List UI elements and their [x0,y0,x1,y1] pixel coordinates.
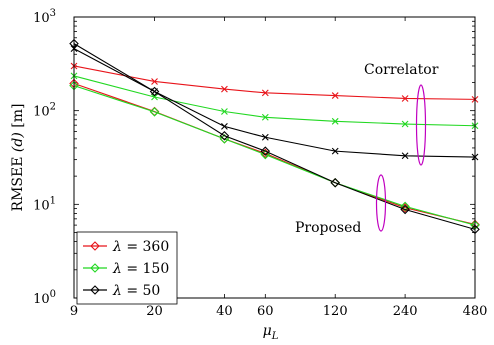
data-point-diamond [400,202,410,213]
x-axis-label: μL [263,323,279,342]
y-tick-label: 100 [33,289,56,307]
legend-label: λ = 50 [112,283,160,299]
data-point-diamond [400,201,410,212]
data-point-x [221,108,228,115]
data-point-x [331,147,339,155]
data-point-diamond [260,146,271,156]
x-tick-label: 20 [146,304,163,319]
data-point-diamond [330,177,340,188]
series-line [73,82,476,225]
series-layer [69,38,480,235]
legend: λ = 360 λ = 150 λ = 50 [76,231,178,305]
y-axis-label: RMSEE (d) [m] [10,104,26,212]
y-tick-label: 101 [33,195,56,213]
proposed-ellipse [375,174,387,232]
plot-frame [73,16,476,299]
data-point-x [221,122,228,130]
legend-marker-diamond [90,285,100,295]
data-point-x [331,117,339,125]
legend-entry: λ = 50 [83,283,160,299]
legend-entry: λ = 360 [83,239,169,255]
x-tick-label: 480 [463,304,488,319]
series-line [73,43,476,230]
y-tick-labels: 100 101 102 103 [33,8,56,307]
data-point-x [401,152,409,160]
x-tick-label: 60 [257,304,274,319]
y-tick-label: 102 [33,102,56,120]
data-point-x [261,89,269,97]
correlator-annotation: Correlator [364,62,439,78]
data-point-diamond [149,86,160,97]
x-tick-label: 120 [323,304,348,319]
legend-marker-diamond [90,263,100,273]
x-tick-label: 40 [216,304,233,319]
y-tick-label: 103 [33,8,56,26]
data-point-x [151,78,158,85]
data-point-diamond [149,107,160,117]
proposed-annotation: Proposed [295,220,361,236]
data-point-x [151,93,158,101]
legend-marker-diamond [90,241,100,251]
x-axis-symbol: μ [263,323,272,339]
data-point-x [331,92,339,99]
data-point-x [261,113,269,121]
data-point-x [221,85,228,93]
data-point-x [401,120,409,128]
data-point-x [261,133,269,141]
x-tick-labels: 9 20 40 60 120 240 480 [70,304,488,319]
legend-label: λ = 360 [112,239,169,255]
x-axis-subscript: L [271,331,279,342]
data-point-diamond [219,130,230,141]
legend-label: λ = 150 [112,261,169,277]
legend-entry: λ = 150 [83,261,169,277]
annotations: Correlator Proposed [295,62,439,236]
y-axis-label-unit: [m] [10,104,26,128]
x-tick-label: 240 [393,304,418,319]
y-axis-label-math: (d) [10,132,26,152]
series-line [73,75,476,127]
data-point-x [401,95,409,102]
correlator-ellipse [415,84,427,166]
data-point-diamond [400,204,410,215]
x-tick-label: 9 [70,304,78,319]
y-axis-label-main: RMSEE [10,157,26,212]
